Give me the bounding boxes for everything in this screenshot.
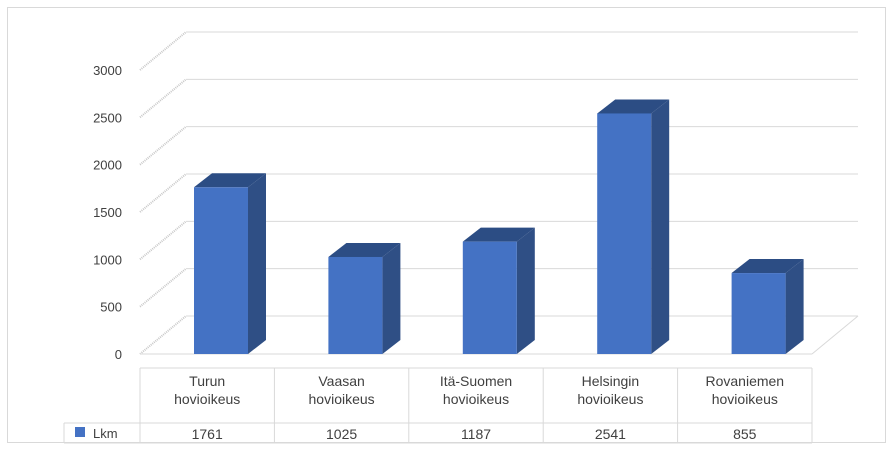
side-wall-gridline (139, 220, 187, 261)
side-wall-gridline (139, 315, 187, 355)
bar-front-face (194, 187, 248, 354)
data-table-value: 1025 (326, 426, 357, 442)
y-tick-label: 1000 (93, 252, 122, 267)
category-label: hovioikeus (577, 391, 643, 407)
bar-front-face (731, 273, 786, 354)
bar (731, 259, 804, 354)
bar (194, 173, 266, 354)
y-tick-label: 2000 (93, 158, 122, 173)
side-wall-gridline (139, 173, 187, 213)
data-table-value: 855 (733, 426, 757, 442)
bar-side-face (382, 242, 401, 354)
data-table-value: 1761 (192, 426, 223, 442)
data-table: Turun hovioikeus Vaasan hovioikeus Itä-Suome… (63, 367, 813, 444)
y-tick-label: 500 (100, 300, 122, 315)
y-axis: 0 500 1000 1500 2000 2500 3000 (93, 63, 122, 362)
bar-side-face (248, 173, 266, 354)
category-label: hovioikeus (174, 391, 240, 407)
side-wall-gridline (139, 78, 187, 119)
category-label: Helsingin (582, 373, 640, 389)
bar-top-face (328, 242, 401, 257)
y-tick-label: 0 (115, 347, 122, 362)
y-tick-label: 2500 (93, 110, 122, 125)
bar-side-face (516, 227, 535, 354)
bar (462, 227, 535, 354)
category-label: Rovaniemen (705, 373, 784, 389)
category-label: hovioikeus (712, 391, 778, 407)
side-wall-gridline (139, 267, 187, 308)
bar-top-face (194, 173, 266, 188)
bar-front-face (597, 113, 652, 355)
series-name: Lkm (93, 426, 118, 441)
data-table-value: 1187 (461, 426, 491, 442)
y-tick-label: 3000 (93, 63, 122, 78)
bars (194, 99, 804, 355)
category-label: Turun (189, 373, 225, 389)
chart-walls (139, 31, 187, 355)
bar-top-face (597, 99, 670, 114)
bar-top-face (731, 259, 804, 274)
side-wall-gridline (139, 125, 187, 166)
category-label: hovioikeus (443, 391, 509, 407)
legend-key (75, 427, 85, 437)
side-wall-gridline (139, 31, 187, 71)
category-label: hovioikeus (309, 391, 375, 407)
category-label: Itä-Suomen (440, 373, 512, 389)
bar (597, 99, 670, 355)
bar-top-face (462, 227, 535, 242)
bar-front-face (462, 241, 517, 354)
y-tick-label: 1500 (93, 205, 122, 220)
floor-right-edge (811, 315, 859, 355)
bar (328, 242, 401, 354)
bar-side-face (651, 99, 670, 355)
bar-side-face (785, 259, 804, 354)
bar-front-face (328, 256, 383, 354)
category-label: Vaasan (318, 373, 364, 389)
data-table-value: 2541 (595, 426, 626, 442)
